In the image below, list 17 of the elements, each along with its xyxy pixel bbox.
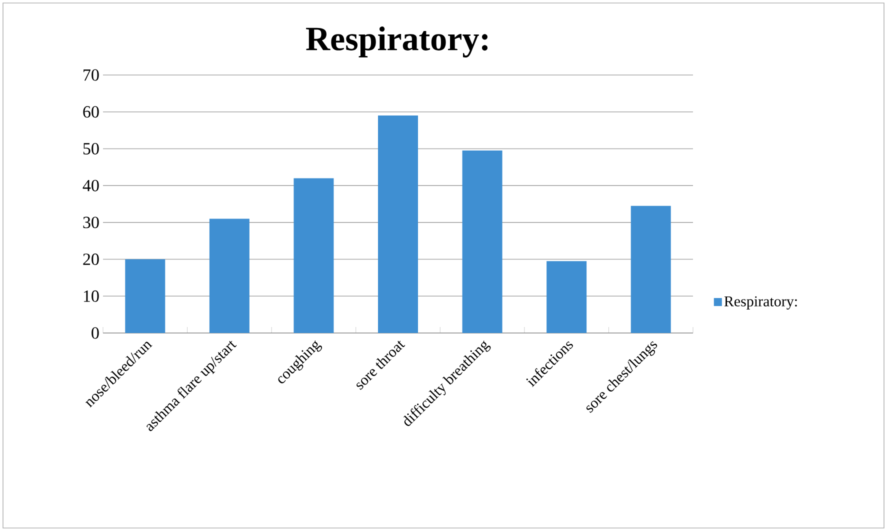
y-tick-label: 20 <box>83 254 99 266</box>
y-tick-label: 0 <box>92 327 99 339</box>
bar <box>378 116 418 333</box>
bar <box>462 150 502 333</box>
chart-title: Respiratory: <box>306 26 488 58</box>
bar <box>546 261 587 333</box>
bar <box>294 178 334 333</box>
legend-label: Respiratory: <box>724 296 797 310</box>
y-tick-label: 30 <box>83 216 99 228</box>
y-tick-label: 10 <box>84 290 99 302</box>
bar <box>630 206 671 333</box>
bar <box>209 218 250 333</box>
y-tick-label: 50 <box>83 142 99 154</box>
y-tick-label: 60 <box>83 106 99 118</box>
bar <box>125 259 166 333</box>
y-tick-label: 70 <box>84 69 99 81</box>
y-tick-label: 40 <box>82 180 99 192</box>
